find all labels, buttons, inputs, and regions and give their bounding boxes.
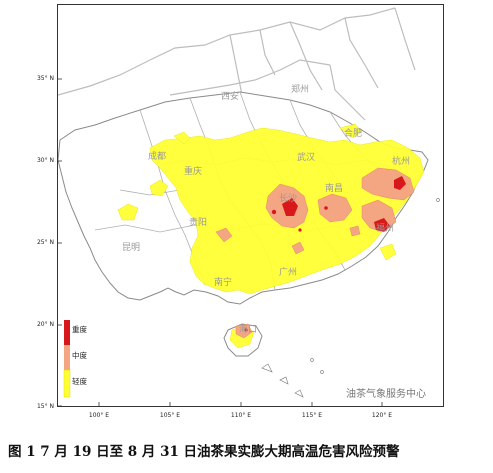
- city-label-hangzhou: 杭州: [392, 155, 410, 167]
- lat-ticks: [58, 78, 62, 407]
- risk-severe: [244, 176, 406, 332]
- city-label-kunming: 昆明: [122, 242, 140, 253]
- city-label-chengdu: 成都: [148, 150, 166, 162]
- lon-tick-label: 115° E: [302, 412, 322, 419]
- city-label-fuzhou: 福州: [376, 222, 394, 234]
- city-label-xian: 西安: [221, 90, 239, 102]
- legend-swatch-light: [63, 369, 71, 398]
- city-label-hefei: 合肥: [344, 127, 362, 139]
- city-label-wuhan: 武汉: [297, 151, 315, 163]
- lon-tick-label: 120° E: [372, 412, 392, 419]
- city-label-haikou: 海口: [239, 323, 257, 335]
- lat-tick-label: 20° N: [37, 321, 54, 328]
- lon-tick-label: 105° E: [160, 412, 180, 419]
- lon-tick-labels: 100° E 105° E 110° E 115° E 120° E: [89, 412, 392, 419]
- legend-label-severe: 重度: [72, 324, 87, 334]
- figure-caption: 图 1 7 月 19 日至 8 月 31 日油茶果实膨大期高温危害风险预警: [8, 444, 400, 460]
- legend-swatch-severe: [64, 320, 70, 345]
- legend-swatch-moderate: [64, 345, 70, 370]
- risk-moderate: [215, 167, 415, 339]
- legend: 重度 中度 轻度: [63, 320, 87, 398]
- lon-tick-label: 100° E: [89, 412, 109, 419]
- lat-tick-label: 35° N: [37, 75, 54, 82]
- legend-label-light: 轻度: [72, 376, 87, 386]
- lon-ticks: [98, 402, 383, 406]
- legend-label-moderate: 中度: [72, 350, 87, 360]
- lon-tick-label: 110° E: [231, 412, 251, 419]
- lat-tick-labels: 35° N 30° N 25° N 20° N 15° N: [37, 75, 54, 410]
- city-label-guangzhou: 广州: [279, 266, 297, 278]
- source-credit: 油茶气象服务中心: [346, 387, 426, 400]
- lat-tick-label: 15° N: [37, 403, 54, 410]
- province-boundaries: [58, 7, 416, 131]
- lat-tick-label: 30° N: [37, 157, 54, 164]
- city-label-zhengzhou: 郑州: [291, 83, 309, 95]
- city-label-nanchang: 南昌: [325, 182, 343, 194]
- city-label-changsha: 长沙: [279, 192, 297, 204]
- city-label-guiyang: 贵阳: [189, 216, 207, 228]
- city-label-nanning: 南宁: [214, 276, 232, 288]
- city-label-chongqing: 重庆: [184, 165, 202, 177]
- lat-tick-label: 25° N: [37, 239, 54, 246]
